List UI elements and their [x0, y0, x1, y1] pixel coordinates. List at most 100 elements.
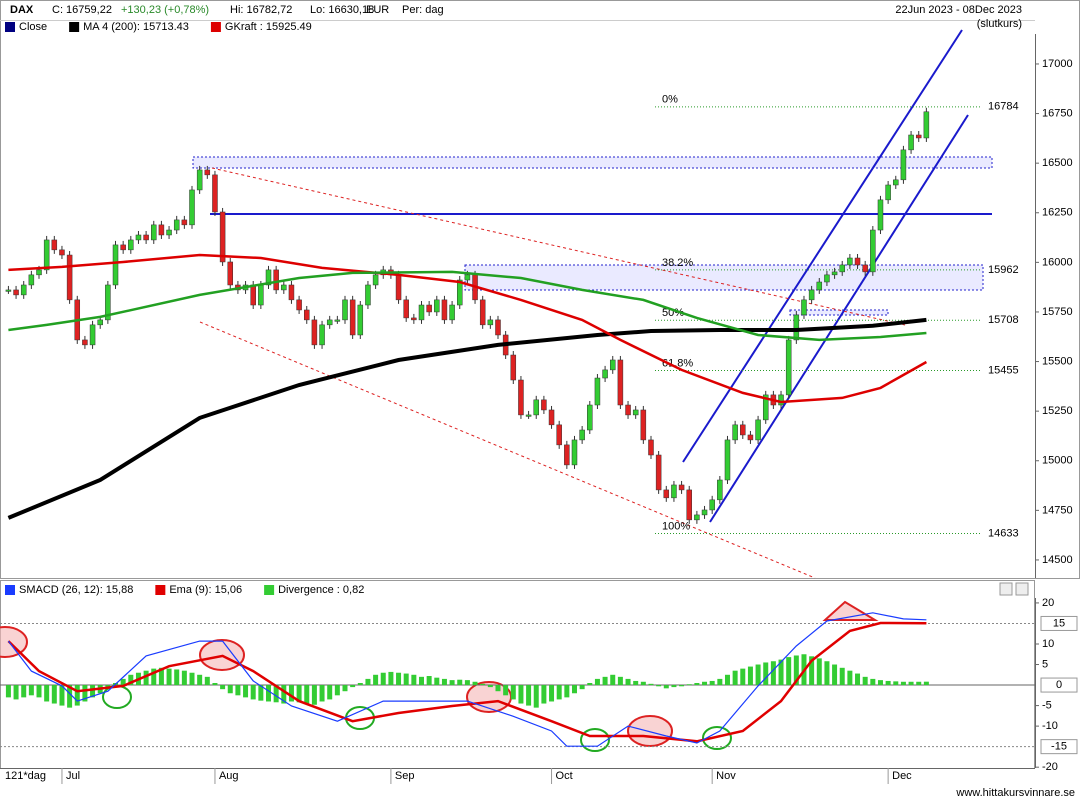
- candle: [824, 274, 830, 283]
- divergence-bar: [587, 683, 593, 686]
- candle: [556, 424, 562, 446]
- icon[interactable]: [1015, 582, 1029, 596]
- divergence-bar: [594, 678, 600, 686]
- candle: [533, 399, 539, 416]
- level-label: 38.2%: [662, 257, 693, 269]
- divergence-bar: [166, 668, 172, 686]
- divergence-bar: [541, 685, 547, 704]
- divergence-bar: [204, 676, 210, 686]
- divergence-bar: [418, 676, 424, 686]
- symbol: DAX: [10, 4, 34, 16]
- divergence-bar: [709, 680, 715, 686]
- candle: [479, 299, 486, 326]
- candle: [326, 319, 333, 326]
- divergence-bar: [923, 681, 929, 686]
- currency: EUR: [366, 4, 389, 16]
- divergence-bar: [602, 676, 608, 686]
- divergence-bar: [90, 685, 96, 698]
- divergence-bar: [174, 669, 180, 686]
- period: Per: dag: [402, 4, 444, 16]
- divergence-bar: [143, 670, 149, 686]
- candle: [908, 134, 914, 151]
- divergence-bar: [403, 673, 409, 686]
- level-box: [1040, 615, 1078, 631]
- line-series: [8, 270, 927, 342]
- level-value: 15708: [988, 314, 1019, 326]
- line-series: [8, 253, 928, 404]
- candle: [564, 444, 570, 466]
- level-value: 15455: [988, 364, 1019, 376]
- candle: [20, 284, 27, 296]
- candle: [105, 284, 111, 321]
- candle: [372, 274, 379, 286]
- zone: [464, 264, 984, 291]
- x-tick-label: Oct: [556, 770, 573, 782]
- candle: [655, 454, 662, 491]
- divergence-bar: [189, 672, 195, 686]
- candle: [273, 269, 279, 291]
- level-label: 100%: [662, 520, 690, 532]
- icon[interactable]: [999, 582, 1013, 596]
- divergence-bar: [763, 662, 769, 686]
- divergence-bar: [640, 681, 646, 686]
- divergence-bar: [220, 685, 226, 690]
- divergence-bar: [21, 685, 27, 698]
- candle: [862, 264, 868, 273]
- y-tick-label: 14500: [1042, 554, 1073, 566]
- candle: [43, 239, 50, 271]
- divergence-bar: [441, 678, 447, 686]
- candle: [196, 169, 203, 191]
- candle: [915, 134, 922, 139]
- marker: [580, 728, 610, 752]
- candle: [304, 309, 310, 321]
- line-series: [7, 317, 927, 520]
- divergence-bar: [740, 668, 746, 686]
- high: Hi: 16782,72: [230, 4, 292, 16]
- y-tick-label: 10: [1042, 638, 1054, 650]
- legend-label: MA 4 (200): 15713.43: [83, 21, 189, 33]
- price-type: (slutkurs): [977, 18, 1022, 30]
- legend-label: Ema (9): 15,06: [169, 584, 242, 596]
- marker: [627, 715, 673, 747]
- candle: [411, 317, 417, 321]
- divergence-bar: [809, 656, 815, 686]
- level-label: 61.8%: [662, 357, 693, 369]
- divergence-bar: [908, 681, 914, 686]
- divergence-bar: [900, 681, 906, 686]
- divergence-bar: [702, 681, 708, 686]
- y-tick-label: 15750: [1042, 306, 1073, 318]
- candle: [158, 224, 165, 236]
- divergence-bar: [365, 678, 371, 686]
- x-tick-label: Nov: [716, 770, 736, 782]
- candle: [747, 434, 754, 441]
- candle: [709, 499, 715, 511]
- divergence-bar: [5, 685, 11, 698]
- level-label: 50%: [662, 307, 684, 319]
- divergence-bar: [732, 670, 738, 686]
- divergence-bar: [258, 685, 264, 701]
- divergence-bar: [786, 657, 792, 686]
- candle: [678, 484, 685, 491]
- legend-label: Divergence : 0,82: [278, 584, 364, 596]
- candle: [724, 439, 731, 481]
- divergence-bar: [128, 674, 134, 686]
- divergence-bar: [13, 685, 19, 700]
- candle: [609, 359, 616, 371]
- divergence-bar: [434, 677, 440, 686]
- footer: www.hittakursvinnare.se: [955, 787, 1075, 799]
- divergence-bar: [388, 671, 394, 686]
- candle: [426, 304, 432, 313]
- divergence-bar: [824, 661, 830, 686]
- divergence-bar: [885, 680, 891, 686]
- divergence-bar: [304, 685, 310, 704]
- divergence-bar: [724, 674, 730, 686]
- candle: [640, 409, 647, 441]
- divergence-bar: [350, 685, 356, 688]
- candle: [166, 229, 172, 236]
- candle: [89, 324, 96, 346]
- y-tick-label: 15000: [1042, 455, 1073, 467]
- level-value: 16784: [988, 101, 1019, 113]
- level-label: 0%: [662, 94, 678, 106]
- divergence-bar: [793, 655, 799, 686]
- divergence-bar: [526, 685, 532, 706]
